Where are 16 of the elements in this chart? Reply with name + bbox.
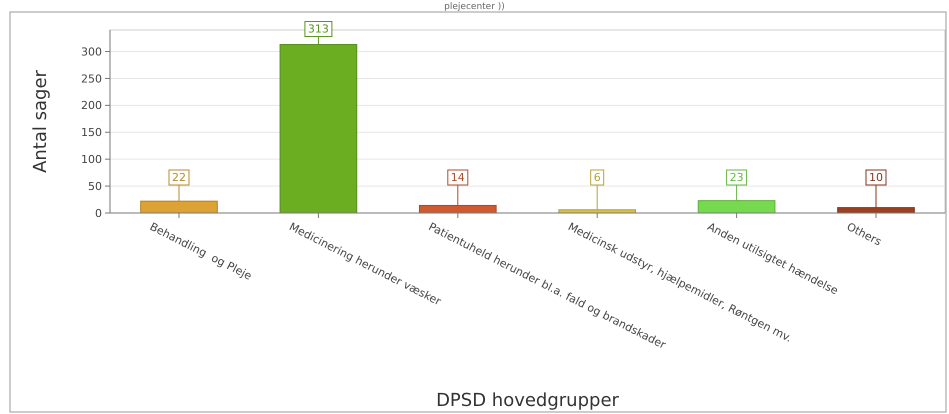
y-tick-label: 100 xyxy=(81,153,102,166)
y-tick-label: 250 xyxy=(81,72,102,86)
y-tick-label: 300 xyxy=(81,45,102,58)
data-label: 313 xyxy=(308,22,329,36)
y-tick-label: 200 xyxy=(81,99,102,112)
y-tick-label: 150 xyxy=(81,126,102,140)
data-label: 23 xyxy=(730,171,744,184)
x-axis-title: DPSD hovedgrupper xyxy=(436,390,620,411)
data-label: 22 xyxy=(172,171,186,184)
chart-title: plejecenter )) xyxy=(444,2,505,12)
data-label: 14 xyxy=(450,171,465,184)
y-tick-label: 0 xyxy=(95,206,102,220)
data-label: 6 xyxy=(594,171,601,184)
y-tick-label: 50 xyxy=(88,180,102,193)
y-axis-title: Antal sager xyxy=(30,69,51,173)
data-label: 10 xyxy=(868,171,883,184)
